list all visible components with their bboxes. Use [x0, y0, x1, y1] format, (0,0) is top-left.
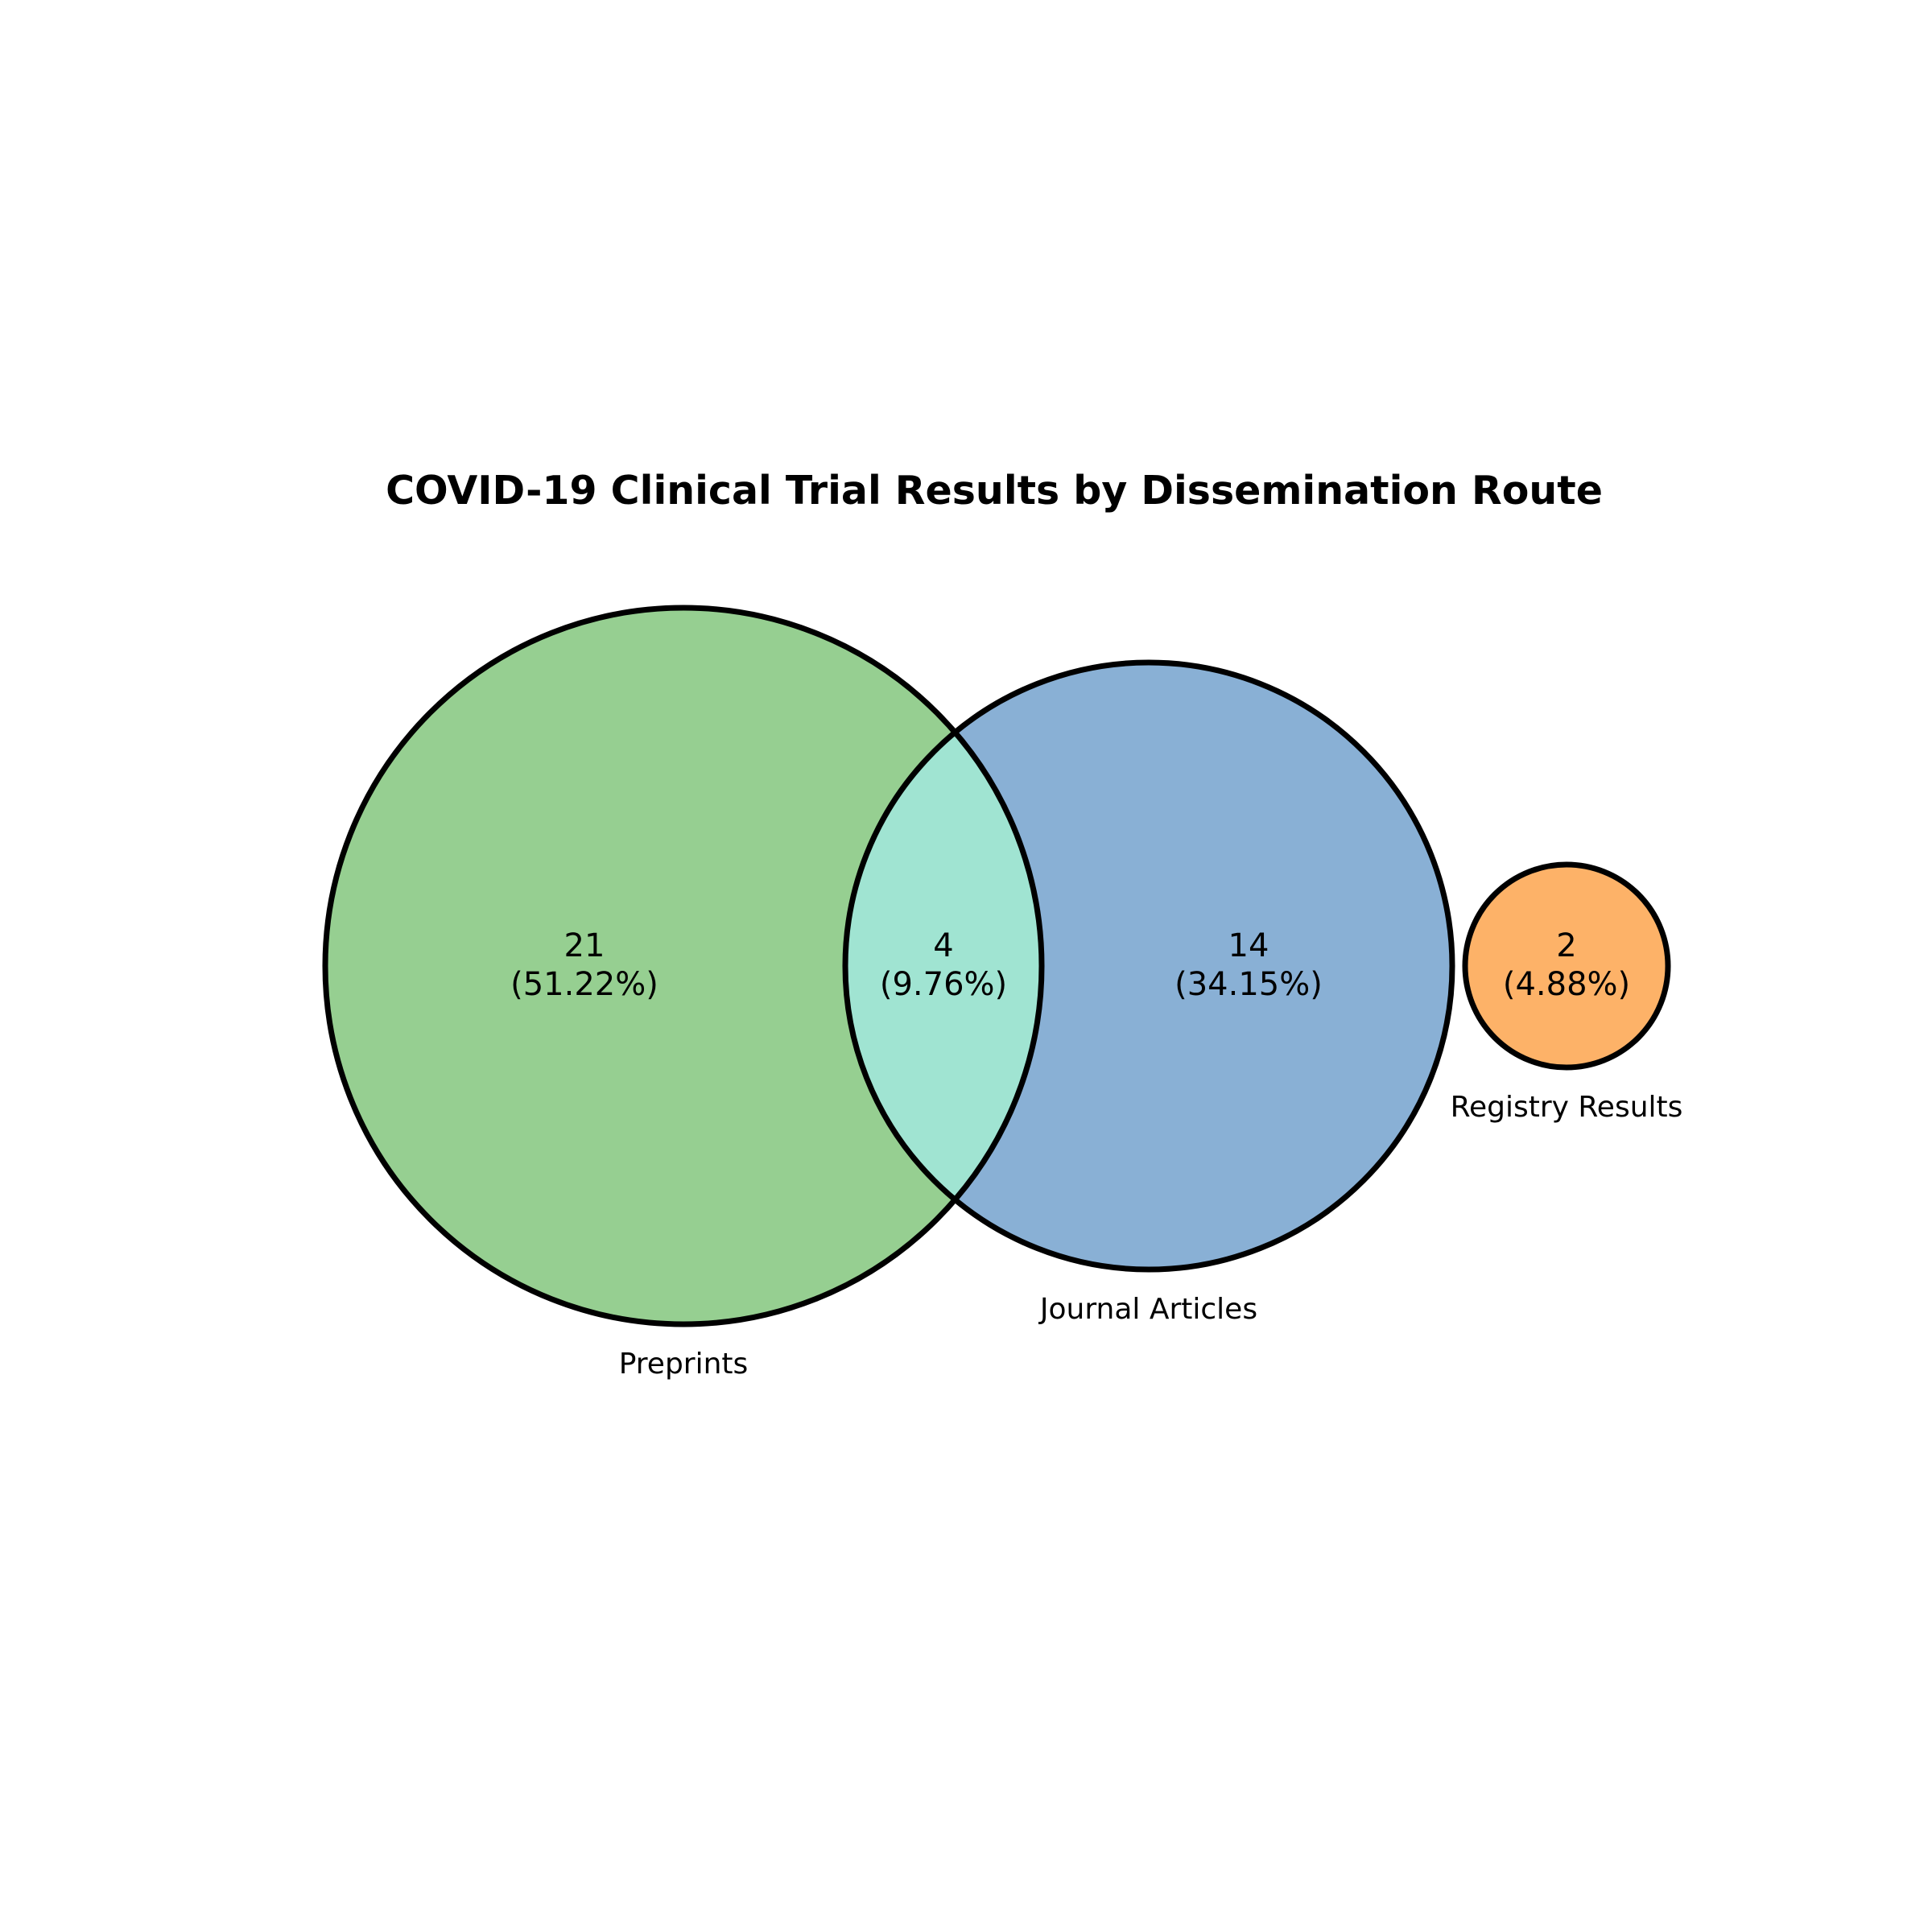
preprints-only-percent: (51.22%)	[510, 966, 658, 1003]
registry-results-set-label: Registry Results	[1451, 1091, 1683, 1124]
journal-only-count: 14	[1228, 927, 1269, 964]
journal-articles-set-label: Journal Articles	[1038, 1293, 1257, 1326]
preprints-only-count: 21	[564, 927, 605, 964]
registry-results-circle	[1465, 865, 1668, 1067]
registry-results-outline	[1462, 861, 1671, 1071]
intersection-count: 4	[933, 927, 953, 964]
intersection-percent: (9.76%)	[880, 966, 1007, 1003]
chart-title: COVID-19 Clinical Trial Results by Disse…	[386, 468, 1603, 514]
preprints-circle	[325, 608, 1042, 1324]
journal-only-percent: (34.15%)	[1174, 966, 1323, 1003]
registry-only-percent: (4.88%)	[1503, 966, 1630, 1003]
journal-articles-outline	[842, 659, 1455, 1273]
preprints-outline	[322, 605, 1045, 1327]
preprints-journal-intersection	[845, 663, 1042, 1269]
registry-only-count: 2	[1556, 927, 1576, 964]
preprints-set-label: Preprints	[619, 1348, 749, 1381]
